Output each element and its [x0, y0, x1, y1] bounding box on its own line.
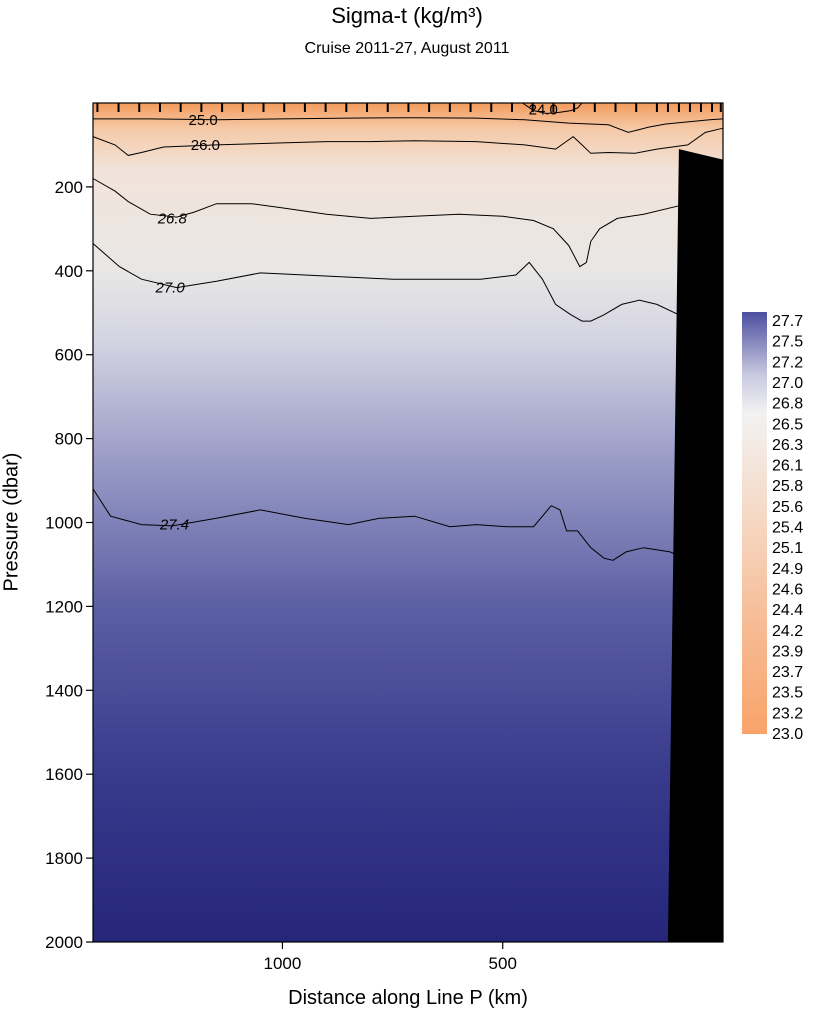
y-tick-label: 1200: [45, 597, 83, 616]
y-tick-label: 2000: [45, 933, 83, 952]
contour-label: 25.0: [189, 112, 218, 129]
colorbar-label: 26.8: [772, 396, 803, 413]
colorbar-label: 23.7: [772, 664, 803, 681]
contour-26.8: [92, 165, 720, 268]
contour-label: 26.8: [157, 210, 188, 227]
y-tick-label: 800: [55, 430, 83, 449]
contour-labels: 24.0 25.0 26.0 26.8 27.0 27.4: [154, 102, 558, 534]
colorbar-label: 25.6: [772, 499, 803, 516]
colorbar-label: 27.2: [772, 354, 803, 371]
contour-27.4: [92, 488, 689, 561]
colorbar-label: 27.5: [772, 334, 803, 351]
colorbar-label: 26.5: [772, 416, 803, 433]
x-axis-label: Distance along Line P (km): [288, 987, 528, 1009]
contour-label: 24.0: [529, 102, 558, 119]
y-axis-ticks: 200 400 600 800 1000 1200 1400 1600 1800 2000: [45, 178, 93, 952]
colorbar-label: 23.2: [772, 705, 803, 722]
contour-label: 26.0: [191, 137, 220, 154]
station-ticks: [96, 103, 722, 112]
y-tick-label: 200: [55, 178, 83, 197]
y-tick-label: 1800: [45, 849, 83, 868]
colorbar-label: 25.1: [772, 540, 803, 557]
seafloor-mask: [667, 149, 723, 943]
contour-lines: [92, 102, 724, 561]
colorbar-label: 26.1: [772, 458, 803, 475]
x-axis-ticks: 1000 500: [264, 942, 517, 973]
x-tick-label: 500: [489, 954, 517, 973]
contour-label: 27.0: [154, 280, 185, 297]
contour-27.0: [92, 243, 706, 355]
colorbar: [742, 312, 767, 734]
colorbar-label: 26.3: [772, 437, 803, 454]
colorbar-label: 24.4: [772, 602, 803, 619]
y-tick-label: 1600: [45, 765, 83, 784]
colorbar-label: 25.8: [772, 478, 803, 495]
colorbar-labels: 27.7 27.5 27.2 27.0 26.8 26.5 26.3 26.1 25.8 25.6…: [772, 313, 803, 743]
chart-subtitle: Cruise 2011-27, August 2011: [304, 40, 510, 57]
colorbar-label: 24.6: [772, 581, 803, 598]
contour-25.0: [93, 117, 724, 133]
colorbar-label: 25.4: [772, 520, 803, 537]
y-tick-label: 1400: [45, 681, 83, 700]
y-tick-label: 1000: [45, 514, 83, 533]
colorbar-label: 27.0: [772, 375, 803, 392]
y-tick-label: 400: [55, 262, 83, 281]
colorbar-label: 23.9: [772, 643, 803, 660]
contour-26.0: [92, 127, 724, 156]
colorbar-label: 24.9: [772, 561, 803, 578]
colorbar-label: 23.0: [772, 726, 803, 743]
colorbar-label: 23.5: [772, 685, 803, 702]
heatmap-field: [93, 103, 723, 942]
y-tick-label: 600: [55, 346, 83, 365]
colorbar-label: 27.7: [772, 313, 803, 330]
chart-title: Sigma-t (kg/m³): [331, 3, 483, 28]
x-tick-label: 1000: [264, 954, 302, 973]
contour-label: 27.4: [159, 517, 189, 534]
colorbar-label: 24.2: [772, 623, 803, 640]
